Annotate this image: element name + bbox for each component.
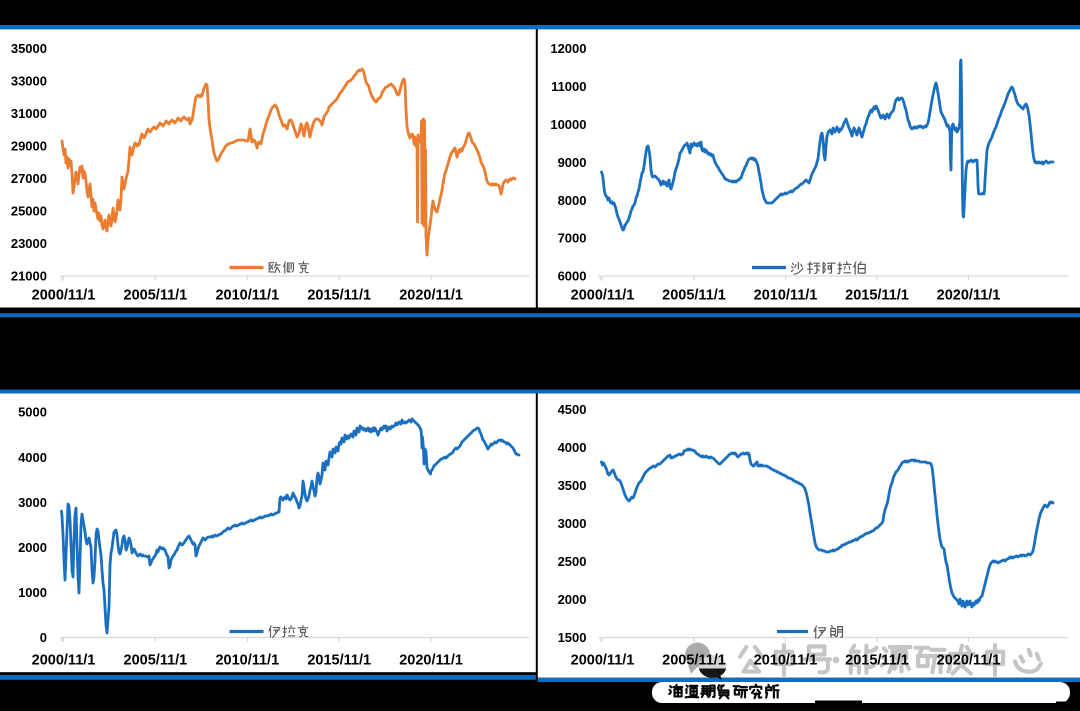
svg-text:2010/11/1: 2010/11/1 <box>215 653 279 669</box>
svg-text:3000: 3000 <box>558 516 587 531</box>
svg-text:4500: 4500 <box>558 402 587 417</box>
svg-text:4000: 4000 <box>558 440 587 455</box>
svg-text:2005/11/1: 2005/11/1 <box>124 653 188 669</box>
svg-text:2005/11/1: 2005/11/1 <box>124 288 188 304</box>
svg-text:2000/11/1: 2000/11/1 <box>32 653 96 669</box>
svg-text:3000: 3000 <box>18 495 47 510</box>
svg-text:2010/11/1: 2010/11/1 <box>215 288 279 304</box>
svg-text:27000: 27000 <box>11 171 47 186</box>
svg-text:2020/11/1: 2020/11/1 <box>399 653 463 669</box>
svg-text:31000: 31000 <box>11 106 47 121</box>
svg-text:12000: 12000 <box>550 41 586 56</box>
svg-text:6000: 6000 <box>558 269 587 284</box>
svg-text:2000: 2000 <box>558 592 587 607</box>
svg-text:2000/11/1: 2000/11/1 <box>571 653 635 669</box>
svg-text:8000: 8000 <box>558 193 587 208</box>
svg-text:11000: 11000 <box>551 79 586 94</box>
svg-text:33000: 33000 <box>11 73 47 88</box>
svg-text:35000: 35000 <box>11 41 47 56</box>
svg-text:5000: 5000 <box>18 405 47 420</box>
svg-text:1500: 1500 <box>558 630 587 645</box>
svg-text:2010/11/1: 2010/11/1 <box>754 288 818 304</box>
svg-text:2005/11/1: 2005/11/1 <box>662 288 726 304</box>
svg-text:10000: 10000 <box>550 117 586 132</box>
svg-text:3500: 3500 <box>558 478 587 493</box>
svg-text:2005/11/1: 2005/11/1 <box>662 653 726 669</box>
svg-text:21000: 21000 <box>11 269 47 284</box>
svg-text:23000: 23000 <box>11 236 47 251</box>
svg-text:2015/11/1: 2015/11/1 <box>307 288 371 304</box>
svg-text:2500: 2500 <box>558 554 587 569</box>
svg-text:29000: 29000 <box>11 139 47 154</box>
svg-text:2020/11/1: 2020/11/1 <box>399 288 463 304</box>
svg-text:4000: 4000 <box>18 450 47 465</box>
svg-text:2010/11/1: 2010/11/1 <box>754 653 818 669</box>
svg-text:25000: 25000 <box>11 204 47 219</box>
svg-text:2020/11/1: 2020/11/1 <box>937 288 1001 304</box>
svg-text:2015/11/1: 2015/11/1 <box>845 288 909 304</box>
svg-text:0: 0 <box>40 630 47 645</box>
svg-text:1000: 1000 <box>18 585 47 600</box>
svg-text:2020/11/1: 2020/11/1 <box>937 653 1001 669</box>
svg-text:2000/11/1: 2000/11/1 <box>571 288 635 304</box>
svg-text:9000: 9000 <box>558 155 587 170</box>
svg-text:2015/11/1: 2015/11/1 <box>307 653 371 669</box>
svg-text:2000: 2000 <box>18 540 47 555</box>
svg-text:2015/11/1: 2015/11/1 <box>845 653 909 669</box>
svg-text:2000/11/1: 2000/11/1 <box>32 288 96 304</box>
svg-text:7000: 7000 <box>558 231 587 246</box>
